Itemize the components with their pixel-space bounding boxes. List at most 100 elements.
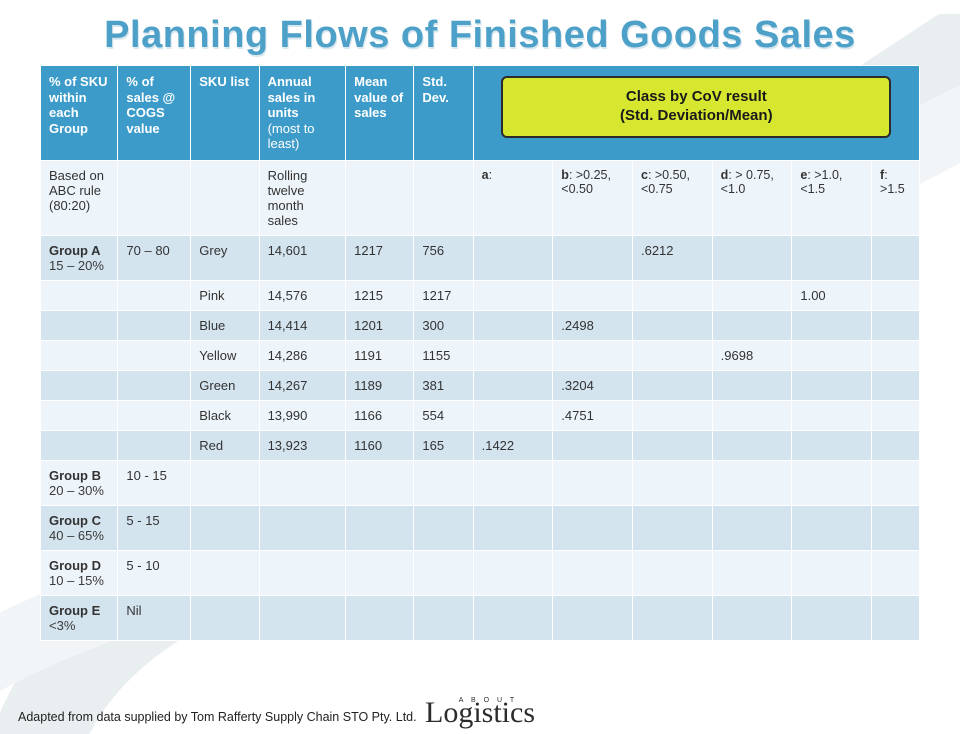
- cell-group: [41, 400, 118, 430]
- cell-sd: [414, 505, 473, 550]
- cell-annual: 14,286: [259, 340, 346, 370]
- cell-cov-a: .1422: [473, 430, 553, 460]
- cell-sd: [414, 550, 473, 595]
- cell-cov-d: [712, 595, 792, 640]
- table-row: Blue14,4141201300.2498: [41, 310, 920, 340]
- cell-cov-c: .6212: [632, 235, 712, 280]
- cell-cov-d: [712, 505, 792, 550]
- cell-mean: 1189: [346, 370, 414, 400]
- cell-group: [41, 340, 118, 370]
- cell-cov-b: [553, 505, 633, 550]
- cov-class-c: c: >0.50, <0.75: [632, 160, 712, 235]
- table-row: Group C40 – 65%5 - 15: [41, 505, 920, 550]
- cell-sku: Grey: [191, 235, 259, 280]
- cell-mean: 1215: [346, 280, 414, 310]
- cell-cogs: [118, 340, 191, 370]
- cell-group: [41, 430, 118, 460]
- cell-sd: 300: [414, 310, 473, 340]
- cell-cogs: [118, 370, 191, 400]
- cell-cov-d: [712, 430, 792, 460]
- cell-cov-f: [872, 310, 920, 340]
- logo: A B O U T Logistics: [425, 697, 535, 728]
- cell-sd: 756: [414, 235, 473, 280]
- cell-cov-d: [712, 235, 792, 280]
- cell-sku: [191, 460, 259, 505]
- cell-cov-c: [632, 340, 712, 370]
- cell-cov-c: [632, 595, 712, 640]
- cell-cov-e: [792, 400, 872, 430]
- cell-cov-b: [553, 235, 633, 280]
- cell-cov-f: [872, 400, 920, 430]
- cell-cov-e: [792, 310, 872, 340]
- cell-cogs: [118, 310, 191, 340]
- cell-mean: 1191: [346, 340, 414, 370]
- cell-cov-f: [872, 595, 920, 640]
- table-row: Black13,9901166554.4751: [41, 400, 920, 430]
- cell-mean: 1201: [346, 310, 414, 340]
- cell-cov-f: [872, 235, 920, 280]
- cell-annual: 13,923: [259, 430, 346, 460]
- cell-sd: 381: [414, 370, 473, 400]
- cov-badge-line2: (Std. Deviation/Mean): [620, 107, 773, 124]
- cell-sku: Red: [191, 430, 259, 460]
- cell-cov-a: [473, 400, 553, 430]
- cell-mean: [346, 460, 414, 505]
- col-mean: Mean value of sales: [346, 66, 414, 161]
- cell-cov-e: [792, 505, 872, 550]
- cell-cogs: 70 – 80: [118, 235, 191, 280]
- cov-class-b: b: >0.25, <0.50: [553, 160, 633, 235]
- cell-cov-e: [792, 430, 872, 460]
- table-row: Yellow14,28611911155.9698: [41, 340, 920, 370]
- cell-cov-a: [473, 235, 553, 280]
- cell-mean: 1166: [346, 400, 414, 430]
- col-sku-pct: % of SKU within each Group: [41, 66, 118, 161]
- cell-cov-c: [632, 550, 712, 595]
- cell-sd: 165: [414, 430, 473, 460]
- cov-badge: Class by CoV result (Std. Deviation/Mean…: [501, 76, 891, 138]
- cell-cov-c: [632, 280, 712, 310]
- col-cogs-pct: % of sales @ COGS value: [118, 66, 191, 161]
- cell-cov-e: [792, 235, 872, 280]
- table-row: Group A15 – 20%70 – 80Grey14,6011217756.…: [41, 235, 920, 280]
- cell-annual: 14,601: [259, 235, 346, 280]
- cell-mean: [346, 595, 414, 640]
- cov-class-d: d: > 0.75, <1.0: [712, 160, 792, 235]
- cell-cov-a: [473, 505, 553, 550]
- cell-cov-e: 1.00: [792, 280, 872, 310]
- cov-badge-line1: Class by CoV result: [517, 88, 875, 107]
- cell-sd: 554: [414, 400, 473, 430]
- cell-group: [41, 280, 118, 310]
- cell-mean: 1217: [346, 235, 414, 280]
- cell-sku: Black: [191, 400, 259, 430]
- table-row: Green14,2671189381.3204: [41, 370, 920, 400]
- cell-cov-b: [553, 430, 633, 460]
- col-annual: Annual sales in units (most to least): [259, 66, 346, 161]
- cell-cov-d: [712, 550, 792, 595]
- cell-cov-d: [712, 400, 792, 430]
- cell-group: [41, 310, 118, 340]
- table-row: Pink14,576121512171.00: [41, 280, 920, 310]
- sub-empty: [346, 160, 414, 235]
- cell-annual: 14,414: [259, 310, 346, 340]
- table-row: Group D10 – 15%5 - 10: [41, 550, 920, 595]
- page-title: Planning Flows of Finished Goods Sales: [0, 14, 960, 57]
- cell-cogs: 5 - 10: [118, 550, 191, 595]
- cell-cov-c: [632, 370, 712, 400]
- data-table: % of SKU within each Group % of sales @ …: [40, 65, 920, 641]
- table-header-row: % of SKU within each Group % of sales @ …: [41, 66, 920, 161]
- cell-annual: [259, 505, 346, 550]
- cell-cogs: [118, 280, 191, 310]
- cell-sd: 1155: [414, 340, 473, 370]
- cell-group: Group D10 – 15%: [41, 550, 118, 595]
- table-row: Group B20 – 30%10 - 15: [41, 460, 920, 505]
- cell-cov-a: [473, 595, 553, 640]
- cell-cov-e: [792, 550, 872, 595]
- cell-annual: [259, 550, 346, 595]
- cell-cogs: 10 - 15: [118, 460, 191, 505]
- cell-annual: [259, 595, 346, 640]
- cell-cov-d: [712, 280, 792, 310]
- sub-abcrule: Based on ABC rule (80:20): [41, 160, 118, 235]
- cell-cov-b: [553, 340, 633, 370]
- cell-group: Group C40 – 65%: [41, 505, 118, 550]
- cell-cov-a: [473, 550, 553, 595]
